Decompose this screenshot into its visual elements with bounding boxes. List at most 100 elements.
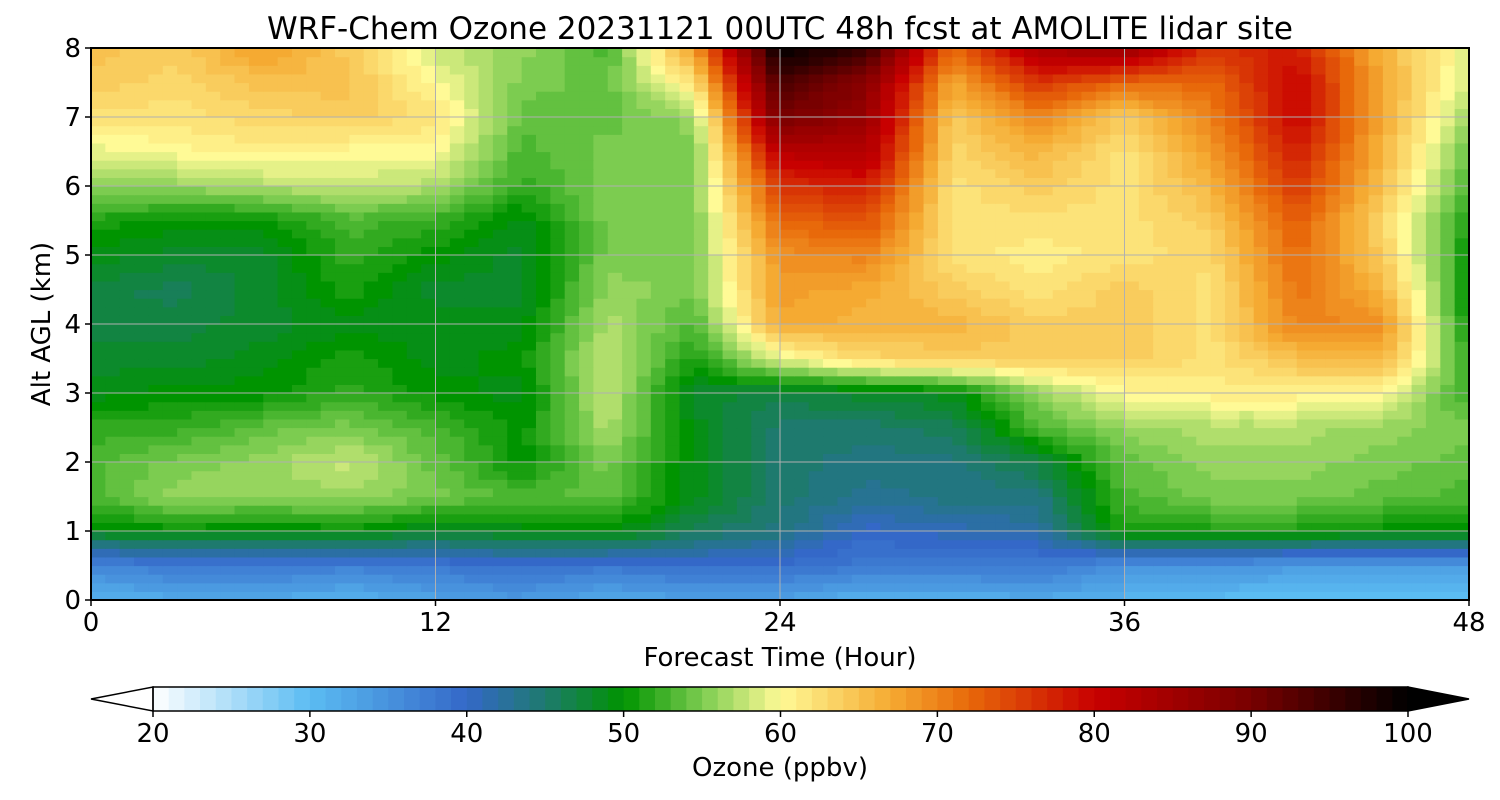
ozone-cell — [306, 186, 322, 196]
ozone-cell — [406, 436, 422, 446]
ozone-cell — [679, 237, 695, 247]
ozone-cell — [1425, 229, 1441, 239]
ozone-cell — [808, 315, 824, 325]
ozone-cell — [1325, 168, 1341, 178]
ozone-cell — [880, 470, 896, 480]
ozone-cell — [980, 556, 996, 567]
ozone-cell — [535, 401, 551, 411]
ozone-cell — [205, 427, 221, 437]
ozone-cell — [105, 444, 121, 454]
ozone-cell — [1239, 539, 1255, 549]
ozone-cell — [1224, 479, 1240, 489]
ozone-cell — [134, 168, 150, 178]
ozone-cell — [823, 315, 839, 325]
ozone-cell — [392, 177, 408, 187]
ozone-cell — [1210, 315, 1226, 325]
ozone-cell — [162, 168, 178, 178]
ozone-cell — [392, 591, 408, 600]
ozone-cell — [593, 220, 609, 230]
ozone-cell — [937, 410, 953, 420]
ozone-cell — [736, 522, 752, 532]
ozone-cell — [909, 298, 925, 308]
ozone-cell — [1081, 177, 1097, 187]
ozone-cell — [909, 211, 925, 222]
ozone-cell — [1440, 522, 1456, 532]
ozone-cell — [349, 332, 365, 342]
ozone-cell — [1411, 151, 1427, 161]
ozone-cell — [923, 289, 939, 299]
ozone-cell — [866, 401, 882, 411]
ozone-cell — [579, 280, 594, 291]
ozone-cell — [823, 324, 839, 334]
ozone-cell — [1397, 332, 1413, 342]
ozone-cell — [736, 168, 752, 178]
ozone-cell — [665, 341, 681, 351]
ozone-cell — [306, 574, 322, 584]
ozone-cell — [119, 444, 135, 454]
ozone-cell — [119, 341, 135, 351]
ozone-cell — [392, 367, 408, 377]
ozone-cell — [449, 401, 465, 411]
ozone-cell — [521, 211, 537, 222]
ozone-cell — [421, 263, 437, 273]
ozone-cell — [91, 470, 106, 480]
ozone-cell — [665, 263, 681, 273]
ozone-cell — [607, 565, 623, 575]
ozone-cell — [1153, 341, 1169, 351]
ozone-cell — [1397, 349, 1413, 360]
ozone-cell — [894, 375, 910, 385]
ozone-cell — [1382, 487, 1398, 498]
ozone-cell — [1095, 332, 1111, 342]
ozone-cell — [980, 384, 996, 394]
ozone-cell — [1354, 289, 1370, 299]
ozone-cell — [966, 427, 982, 437]
ozone-cell — [177, 410, 193, 420]
ozone-cell — [593, 513, 609, 523]
ozone-cell — [736, 332, 752, 342]
ozone-cell — [507, 556, 523, 567]
ozone-cell — [1167, 177, 1183, 187]
ozone-cell — [1454, 401, 1469, 411]
ozone-cell — [650, 462, 666, 472]
ozone-cell — [693, 479, 709, 489]
ozone-cell — [507, 462, 523, 472]
ozone-cell — [1210, 341, 1226, 351]
ozone-cell — [378, 298, 394, 308]
ozone-cell — [650, 211, 666, 222]
ozone-cell — [837, 315, 853, 325]
ozone-cell — [1052, 531, 1068, 541]
ozone-cell — [291, 237, 307, 247]
ozone-cell — [693, 367, 709, 377]
ozone-cell — [1253, 384, 1269, 394]
ozone-cell — [335, 479, 350, 489]
ozone-cell — [1411, 255, 1427, 265]
ozone-cell — [751, 341, 767, 351]
ozone-cell — [105, 401, 121, 411]
ozone-cell — [1181, 255, 1197, 265]
ozone-cell — [1196, 487, 1212, 498]
ozone-cell — [134, 436, 150, 446]
ozone-cell — [349, 280, 365, 291]
ozone-cell — [1425, 539, 1441, 549]
ozone-cell — [248, 229, 264, 239]
ozone-cell — [1282, 246, 1298, 256]
ozone-cell — [162, 487, 178, 498]
ozone-cell — [1382, 306, 1398, 316]
ozone-cell — [937, 565, 953, 575]
ozone-cell — [851, 470, 867, 480]
ozone-cell — [421, 513, 437, 523]
ozone-cell — [220, 462, 236, 472]
ozone-cell — [851, 505, 867, 515]
ozone-cell — [1382, 272, 1398, 282]
ozone-cell — [1110, 211, 1126, 222]
ozone-cell — [808, 548, 824, 558]
ozone-cell — [1354, 505, 1370, 515]
ozone-cell — [378, 272, 394, 282]
ozone-cell — [507, 358, 523, 368]
ozone-cell — [823, 151, 839, 161]
ozone-cell — [1181, 574, 1197, 584]
ozone-cell — [1282, 168, 1298, 178]
ozone-cell — [751, 436, 767, 446]
ozone-cell — [363, 151, 379, 161]
ozone-cell — [665, 168, 681, 178]
